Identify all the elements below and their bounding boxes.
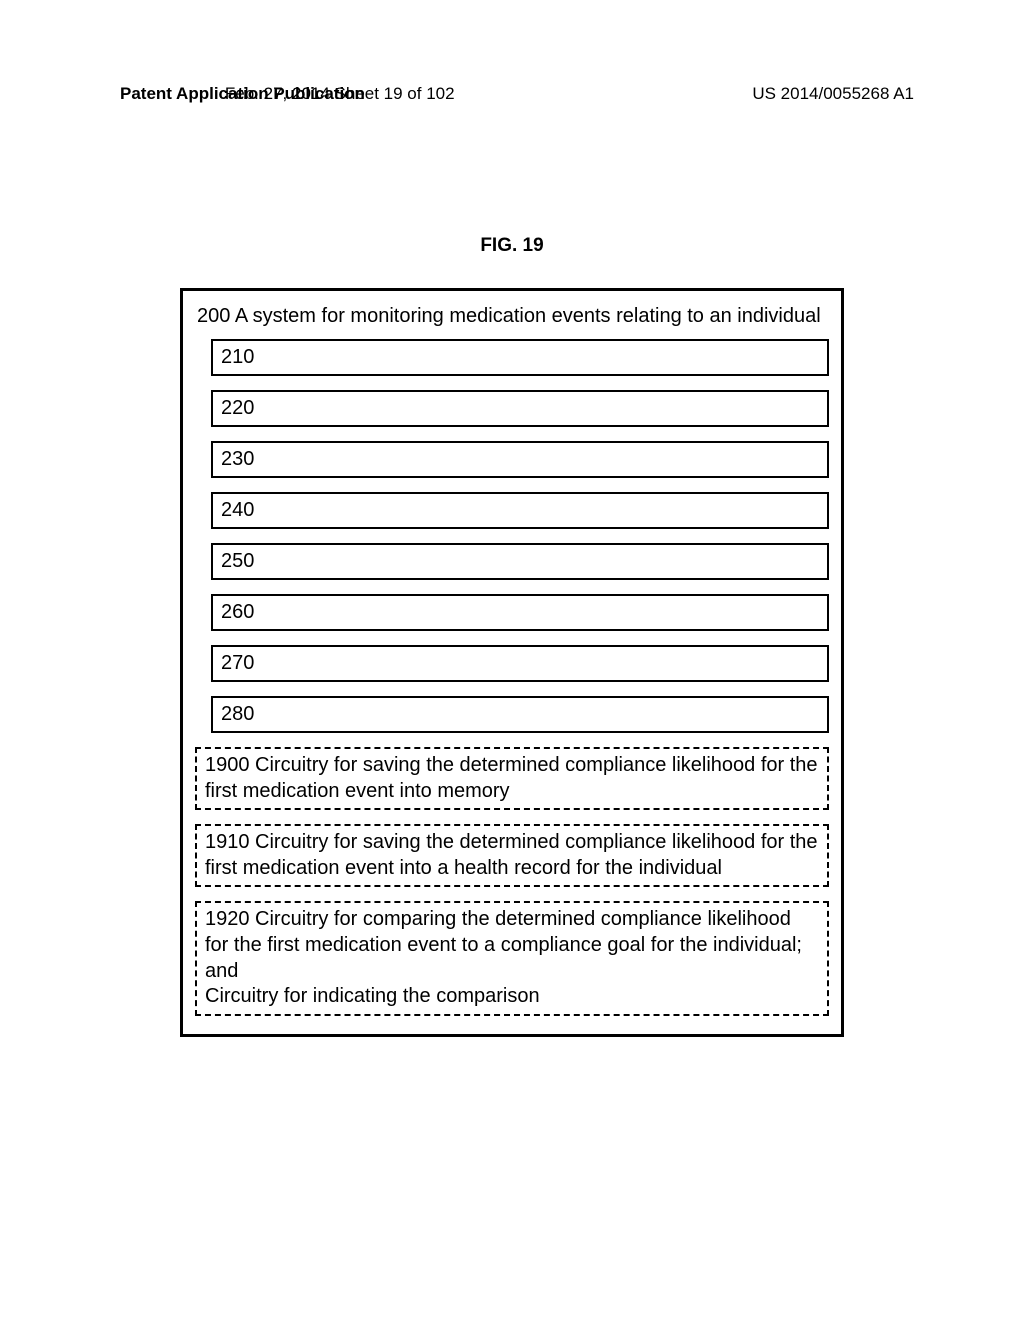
solid-box-280: 280 <box>211 696 829 733</box>
solid-box-240: 240 <box>211 492 829 529</box>
page-header: Patent Application Publication Feb. 27, … <box>0 84 1024 104</box>
solid-box-250: 250 <box>211 543 829 580</box>
solid-box-220: 220 <box>211 390 829 427</box>
header-right: US 2014/0055268 A1 <box>752 84 914 104</box>
outer-system-box: 200 A system for monitoring medication e… <box>180 288 844 1037</box>
outer-box-title: 200 A system for monitoring medication e… <box>195 303 829 329</box>
header-center: Feb. 27, 2014 Sheet 19 of 102 <box>225 84 455 104</box>
solid-box-270: 270 <box>211 645 829 682</box>
solid-box-260: 260 <box>211 594 829 631</box>
solid-box-230: 230 <box>211 441 829 478</box>
dashed-box-1920: 1920 Circuitry for comparing the determi… <box>195 901 829 1015</box>
solid-box-210: 210 <box>211 339 829 376</box>
figure-title: FIG. 19 <box>480 235 543 257</box>
dashed-box-1910: 1910 Circuitry for saving the determined… <box>195 824 829 887</box>
dashed-box-1900: 1900 Circuitry for saving the determined… <box>195 747 829 810</box>
